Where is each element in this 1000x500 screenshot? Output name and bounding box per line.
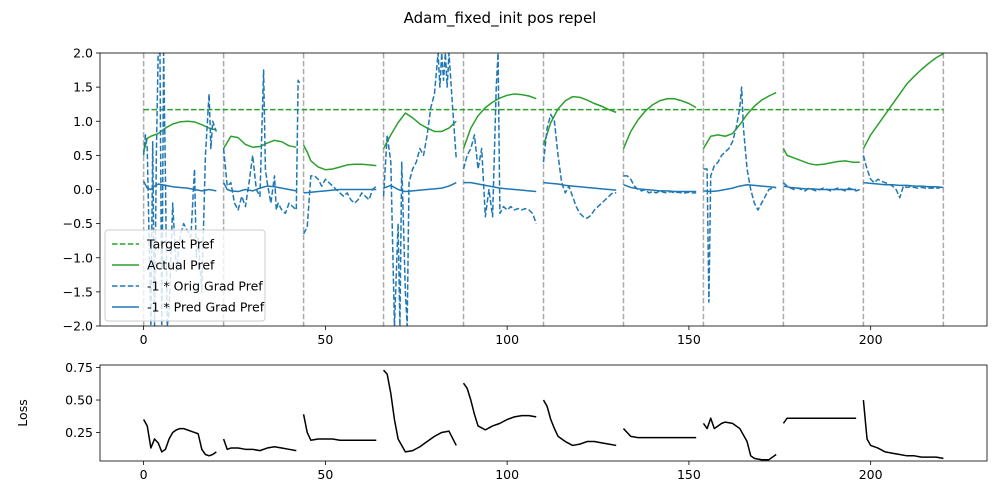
pred-grad-pref-line [463,181,537,193]
loss-plot: 0 50 100 150 200 0.25 0.50 0.75 Loss [15,360,988,482]
y-tick-label: 1.5 [73,80,93,95]
pred-grad-pref-line [783,185,857,191]
orig-grad-pref-line [382,53,457,326]
x-tick-label: 0 [140,467,148,482]
actual-pref-line [702,91,777,149]
actual-pref-line [302,144,377,171]
legend-entry-target-pref: Target Pref [146,237,215,252]
y-tick-label: −1.5 [63,284,93,299]
x-tick-label: 50 [317,467,333,482]
legend: Target Pref Actual Pref -1 * Orig Grad Pre… [104,229,266,322]
actual-pref-line [142,120,217,153]
top-plot-frame [99,52,988,327]
legend-box [104,229,266,322]
pred-grad-pref-line [222,182,297,193]
x-tick-label: 200 [859,467,883,482]
y-tick-label: 0.25 [65,425,93,440]
pred-grad-pref-line [863,181,944,189]
x-tick-label: 150 [677,332,701,347]
legend-entry-orig-grad-pref: -1 * Orig Grad Pref [147,279,263,294]
top-plot: 0 50 100 150 200 −2.0 −1.5 −1.0 −0.5 0.0 0.5 1.0 1.5… [63,46,988,347]
orig-grad-pref-line [302,175,377,235]
y-tick-label: −1.0 [63,250,93,265]
orig-grad-pref-line [462,53,537,224]
orig-grad-pref-line [862,155,940,199]
legend-entry-pred-grad-pref: -1 * Pred Grad Pref [147,300,265,315]
pred-grad-pref-line [383,181,457,193]
orig-grad-pref-line [703,86,777,303]
y-tick-label: 2.0 [73,46,93,61]
actual-pref-line [382,112,457,149]
pred-grad-pref-line [303,188,377,194]
x-tick-label: 50 [317,332,333,347]
loss-line [142,419,217,457]
loss-line [702,417,777,461]
legend-entry-actual-pref: Actual Pref [147,258,215,273]
actual-pref-line [862,53,944,149]
y-tick-label: 0.5 [73,148,93,163]
orig-grad-pref-line [222,69,301,215]
orig-grad-pref-line [542,113,617,219]
y-tick-label: −0.5 [63,216,93,231]
loss-line [383,369,457,453]
chart-title: Adam_fixed_init pos repel [404,9,597,28]
loss-line [542,399,617,447]
actual-pref-line [782,148,860,166]
loss-line [782,417,857,424]
y-tick-label: 0.0 [73,182,93,197]
y-tick-label: 0.50 [65,393,93,408]
x-tick-label: 150 [677,467,701,482]
actual-pref-line [222,135,297,149]
loss-y-axis-label: Loss [15,399,30,426]
actual-pref-line [542,95,617,146]
pred-grad-pref-line [703,183,777,193]
loss-line [622,428,697,439]
actual-pref-line [462,93,537,149]
loss-line [462,382,537,431]
y-tick-label: 0.75 [65,360,93,375]
y-tick-label: 1.0 [73,114,93,129]
x-tick-label: 100 [495,332,519,347]
loss-plot-frame [99,364,988,462]
x-tick-label: 200 [859,332,883,347]
actual-pref-line [622,97,697,149]
loss-line [222,438,297,452]
pred-grad-pref-line [623,184,697,193]
orig-grad-pref-line [623,175,697,194]
y-tick-label: −2.0 [63,319,93,334]
loss-line [862,399,944,460]
pred-grad-pref-line [142,180,217,192]
x-tick-label: 100 [495,467,519,482]
loss-line [302,414,377,441]
pred-grad-pref-line [543,181,617,191]
x-tick-label: 0 [140,332,148,347]
